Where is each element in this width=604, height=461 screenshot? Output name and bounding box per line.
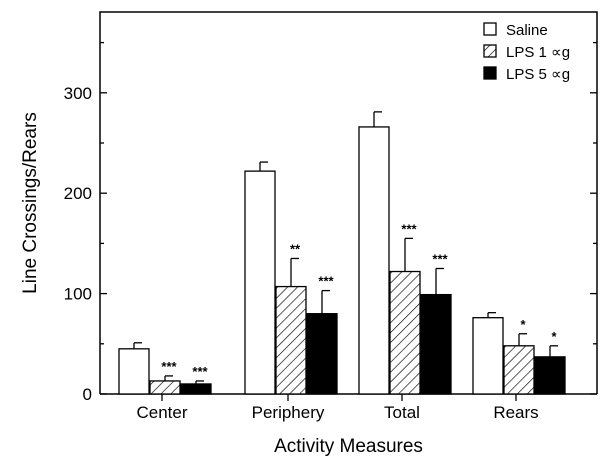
legend-swatch [483,66,497,80]
bar [275,285,307,395]
bar [180,383,212,395]
significance-label: ** [290,241,301,256]
x-axis: Center Periphery Total Rears [100,393,597,422]
legend-swatch [483,22,497,36]
bar [358,126,390,395]
bar [389,270,421,395]
significance-label: *** [432,252,448,267]
legend-label: LPS 5 ∝g [506,66,570,83]
significance-label: * [551,329,557,344]
y-axis-title: Line Crossings/Rears [20,112,41,294]
y-tick-label: 300 [64,84,92,103]
bar [503,345,535,395]
plot-frame [99,11,598,394]
significance-label: *** [192,364,208,379]
bar [472,317,504,395]
x-tick-label: Center [136,403,187,422]
bars: *** **************** [118,111,566,395]
significance-label: *** [401,221,417,236]
legend-label: Saline [506,22,548,39]
y-tick-label: 0 [83,385,92,404]
legend: Saline LPS 1 ∝g LPS 5 ∝g [483,22,570,83]
bar [244,170,276,395]
legend-swatch [483,44,497,58]
x-tick-label: Periphery [252,403,325,422]
x-axis-title: Activity Measures [274,436,423,457]
x-tick-label: Total [384,403,420,422]
significance-label: * [520,317,526,332]
x-tick-label: Rears [493,403,538,422]
y-axis: 0 100 200 300 [64,41,597,404]
y-tick-label: 200 [64,184,92,203]
plot-border [99,11,598,394]
legend-label: LPS 1 ∝g [506,44,570,61]
significance-label: *** [161,359,177,374]
significance-label: *** [318,274,334,289]
bar [149,380,181,395]
bar [420,293,452,395]
bar [118,348,150,395]
bar [306,313,338,395]
y-tick-label: 100 [64,285,92,304]
bar [534,356,566,395]
